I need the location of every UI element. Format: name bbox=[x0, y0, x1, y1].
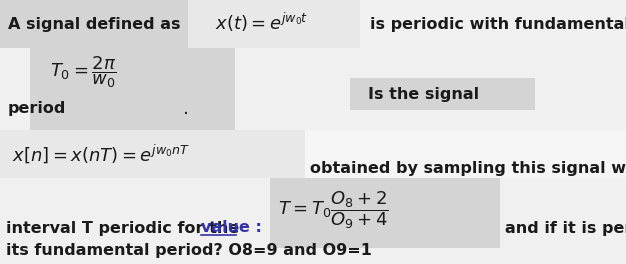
FancyBboxPatch shape bbox=[270, 178, 500, 248]
FancyBboxPatch shape bbox=[188, 0, 360, 48]
Text: value :: value : bbox=[201, 220, 262, 235]
Text: its fundamental period? O8=9 and O9=1: its fundamental period? O8=9 and O9=1 bbox=[6, 243, 372, 257]
Text: and if it is periodic, what is: and if it is periodic, what is bbox=[505, 220, 626, 235]
FancyBboxPatch shape bbox=[0, 0, 188, 48]
Text: $x(t) = e^{jw_0t}$: $x(t) = e^{jw_0t}$ bbox=[215, 10, 309, 34]
FancyBboxPatch shape bbox=[0, 178, 270, 264]
FancyBboxPatch shape bbox=[500, 178, 626, 264]
Text: $T = T_0\dfrac{O_8+2}{O_9+4}$: $T = T_0\dfrac{O_8+2}{O_9+4}$ bbox=[278, 189, 389, 231]
Text: $T_0 = \dfrac{2\pi}{w_0}$: $T_0 = \dfrac{2\pi}{w_0}$ bbox=[50, 54, 117, 90]
Text: A signal defined as: A signal defined as bbox=[8, 16, 180, 31]
FancyBboxPatch shape bbox=[350, 78, 535, 110]
Text: period: period bbox=[8, 101, 66, 116]
Text: is periodic with fundamental: is periodic with fundamental bbox=[370, 16, 626, 31]
FancyBboxPatch shape bbox=[0, 130, 305, 178]
Text: Is the signal: Is the signal bbox=[368, 87, 479, 101]
FancyBboxPatch shape bbox=[30, 48, 235, 130]
Text: interval T periodic for the: interval T periodic for the bbox=[6, 220, 245, 235]
FancyBboxPatch shape bbox=[305, 130, 626, 178]
Text: obtained by sampling this signal with the time: obtained by sampling this signal with th… bbox=[310, 161, 626, 176]
Text: $x[n] = x(nT) = e^{jw_0nT}$: $x[n] = x(nT) = e^{jw_0nT}$ bbox=[12, 143, 190, 165]
Text: .: . bbox=[183, 98, 189, 117]
